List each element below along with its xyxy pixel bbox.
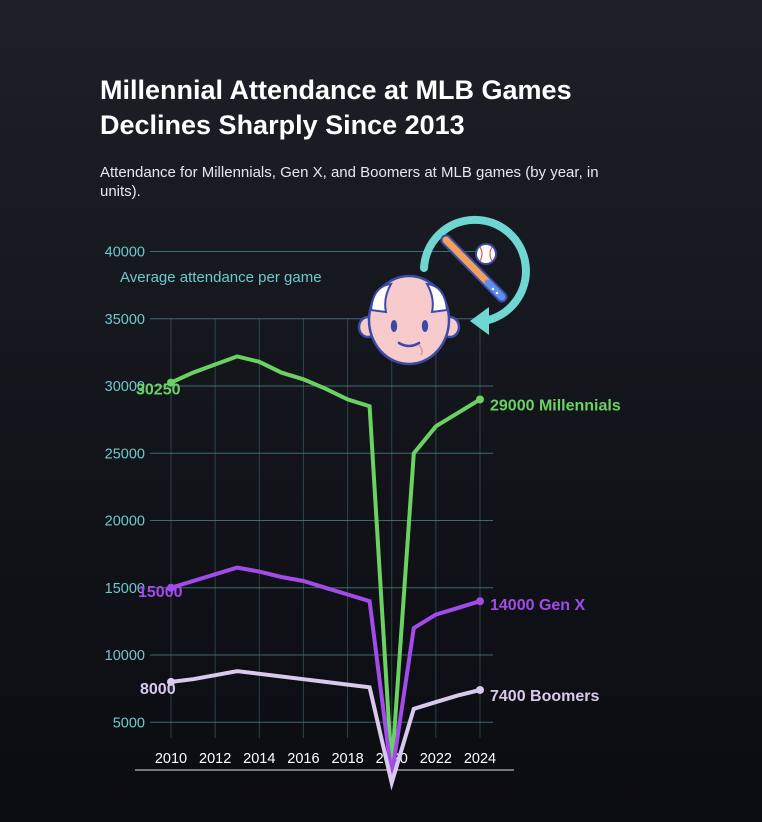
y-tick-label: 25000 [105, 446, 145, 462]
end-point-gen_x [476, 597, 484, 606]
y-tick-label: 5000 [113, 715, 145, 731]
baseball-bat-icon [440, 234, 508, 303]
series-line-boomers [170, 669, 481, 791]
start-label-millennials: 30250 [136, 382, 181, 399]
y-axis-title: Average attendance per game [120, 269, 322, 286]
end-label-gen_x: 14000 Gen X [490, 597, 586, 614]
chart-title: Millennial Attendance at MLB Games Decli… [100, 75, 572, 140]
x-tick-label: 2014 [243, 751, 275, 767]
end-label-boomers: 7400 Boomers [490, 688, 599, 705]
y-tick-label: 15000 [105, 581, 145, 597]
grid-layer [150, 251, 493, 738]
y-tick-label: 35000 [105, 312, 145, 328]
end-point-millennials [476, 395, 484, 404]
rotate-arrow-icon [420, 215, 530, 335]
start-label-gen_x: 15000 [138, 584, 183, 601]
y-tick-label: 10000 [105, 648, 145, 664]
x-tick-label: 2022 [420, 751, 452, 767]
x-tick-label: 2012 [199, 751, 231, 767]
end-point-boomers [476, 685, 484, 694]
series-line-gen_x [170, 565, 481, 777]
start-point-millennials [167, 378, 175, 387]
x-tick-label: 2010 [155, 751, 187, 767]
y-tick-label: 40000 [105, 245, 145, 261]
end-label-millennials: 29000 Millennials [490, 397, 621, 414]
x-tick-label: 2018 [331, 751, 363, 767]
series-layer [167, 354, 484, 791]
illustration [357, 215, 530, 366]
axis-layer: 5000 10000 15000 20000 25000 30000 35000 40000 2… [105, 245, 514, 771]
start-point-gen_x [167, 583, 175, 592]
y-tick-label: 20000 [105, 514, 145, 530]
elderly-face-icon [357, 274, 461, 366]
start-label-boomers: 8000 [140, 681, 176, 698]
y-tick-label: 30000 [105, 379, 145, 395]
x-tick-label: 2024 [464, 751, 496, 767]
baseball-icon [475, 243, 497, 265]
series-line-millennials [170, 354, 482, 770]
x-tick-label: 2016 [287, 751, 319, 767]
start-point-boomers [167, 677, 175, 686]
label-layer: 30250 29000 Millennials 15000 14000 Gen X 80… [136, 382, 621, 705]
chart-subtitle: Attendance for Millennials, Gen X, and B… [100, 164, 599, 200]
